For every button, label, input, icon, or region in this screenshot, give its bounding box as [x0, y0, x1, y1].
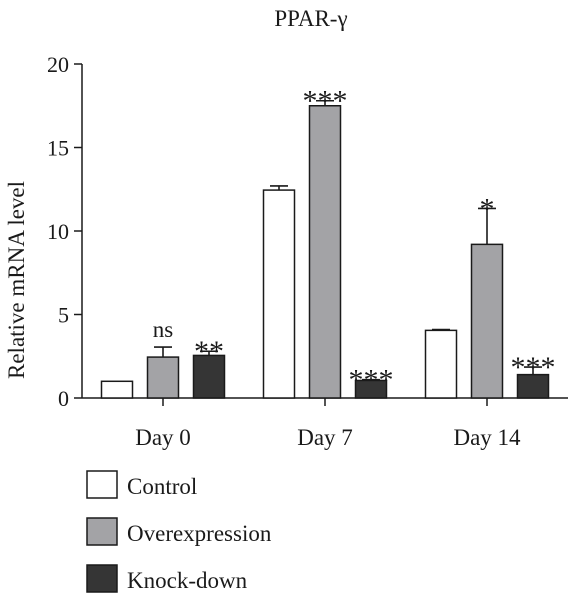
x-tick-label: Day 14	[453, 425, 521, 450]
x-tick-label: Day 7	[297, 425, 353, 450]
axes: 0 5 10 15 20 Day 0 Day 7 Day 14	[47, 52, 568, 450]
significance-label: ***	[349, 364, 394, 397]
legend: Control Overexpression Knock-down	[86, 470, 272, 593]
significance-label: **	[194, 335, 224, 368]
y-tick-label: 0	[58, 386, 69, 411]
bars: ns********* ***	[100, 85, 556, 399]
bar	[424, 329, 458, 399]
significance-label: ***	[511, 351, 556, 384]
y-tick-label: 10	[47, 219, 69, 244]
significance-label: ***	[303, 85, 348, 118]
bar	[354, 379, 388, 399]
bar	[192, 354, 226, 399]
legend-label: Overexpression	[127, 521, 272, 546]
y-axis-label: Relative mRNA level	[4, 181, 29, 379]
bar	[470, 243, 504, 399]
legend-label: Control	[127, 474, 197, 499]
bar	[308, 105, 342, 399]
legend-swatch	[86, 470, 118, 499]
significance-label: ns	[153, 317, 174, 342]
legend-swatch	[86, 564, 118, 593]
significance-label: *	[480, 192, 495, 225]
legend-label: Knock-down	[127, 568, 248, 593]
y-tick-label: 20	[47, 52, 69, 77]
chart-title: PPAR-γ	[274, 6, 347, 31]
legend-swatch	[86, 517, 118, 546]
bar	[262, 189, 296, 399]
y-tick-label: 15	[47, 136, 69, 161]
bar	[146, 356, 180, 399]
x-tick-label: Day 0	[135, 425, 191, 450]
y-tick-label: 5	[58, 303, 69, 328]
bar	[100, 380, 134, 399]
bar	[516, 373, 550, 399]
